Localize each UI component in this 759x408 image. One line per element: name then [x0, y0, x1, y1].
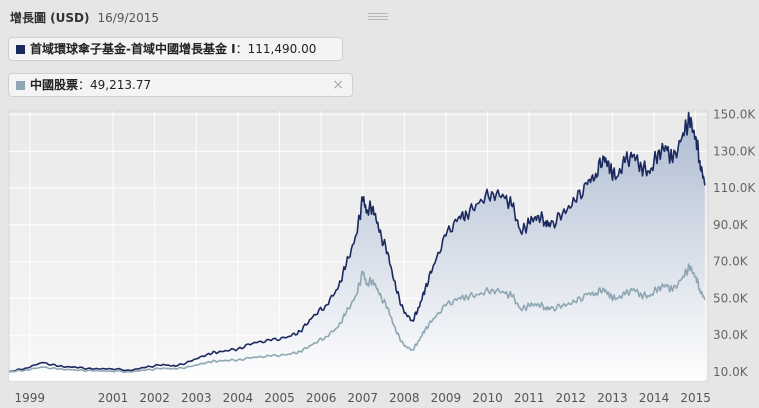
y-tick-label: 150.0K: [713, 108, 756, 122]
chart-title: 增長圖 (USD): [10, 11, 90, 25]
drag-handle-icon[interactable]: [368, 13, 388, 20]
x-tick-label: 2010: [472, 391, 503, 405]
x-tick-label: 2002: [139, 391, 170, 405]
x-tick-label: 2005: [264, 391, 295, 405]
x-tick-label: 1999: [15, 391, 46, 405]
series-line: [8, 111, 706, 373]
legend-item-benchmark[interactable]: 中國股票：49,213.77 ×: [8, 73, 353, 97]
legend-swatch: [16, 81, 25, 90]
series-lines: [8, 111, 706, 374]
y-axis: 10.0K 30.0K 50.0K 70.0K 90.0K 110.0K 130.0K 150…: [713, 108, 756, 379]
y-tick-label: 50.0K: [713, 291, 749, 305]
legend-fund-name: 首域環球傘子基金-首域中國增長基金 I: [30, 42, 236, 56]
x-tick-label: 2009: [431, 391, 462, 405]
legend-fund-value: 111,490.00: [247, 42, 317, 56]
chart-date: 16/9/2015: [97, 11, 160, 25]
x-tick-label: 2008: [389, 391, 420, 405]
x-tick-label: 2004: [223, 391, 254, 405]
legend-benchmark-name: 中國股票: [30, 78, 79, 92]
series-area: [9, 112, 705, 381]
x-tick-label: 2013: [597, 391, 628, 405]
x-tick-label: 2001: [98, 391, 129, 405]
series-line: [8, 263, 706, 374]
x-tick-label: 2011: [514, 391, 545, 405]
y-tick-label: 130.0K: [713, 144, 756, 158]
series-areas: [9, 112, 705, 381]
x-tick-label: 2015: [680, 391, 711, 405]
x-tick-label: 2006: [306, 391, 337, 405]
y-tick-label: 30.0K: [713, 328, 749, 342]
close-icon[interactable]: ×: [332, 77, 344, 93]
x-tick-label: 2012: [555, 391, 586, 405]
y-tick-label: 90.0K: [713, 218, 749, 232]
x-tick-label: 2014: [639, 391, 670, 405]
x-axis: 1999 2001 2002 2003 2004 2005 2006 2007 2008 2009…: [15, 391, 711, 405]
legend-item-fund[interactable]: 首域環球傘子基金-首域中國增長基金 I：111,490.00: [8, 37, 343, 61]
x-tick-label: 2003: [181, 391, 212, 405]
legend-benchmark-value: 49,213.77: [90, 78, 152, 92]
y-tick-label: 10.0K: [713, 365, 749, 379]
y-tick-label: 110.0K: [713, 181, 756, 195]
y-tick-label: 70.0K: [713, 255, 749, 269]
chart-header: 增長圖 (USD) 16/9/2015: [10, 9, 159, 26]
x-tick-label: 2007: [347, 391, 378, 405]
legend-swatch: [16, 45, 25, 54]
